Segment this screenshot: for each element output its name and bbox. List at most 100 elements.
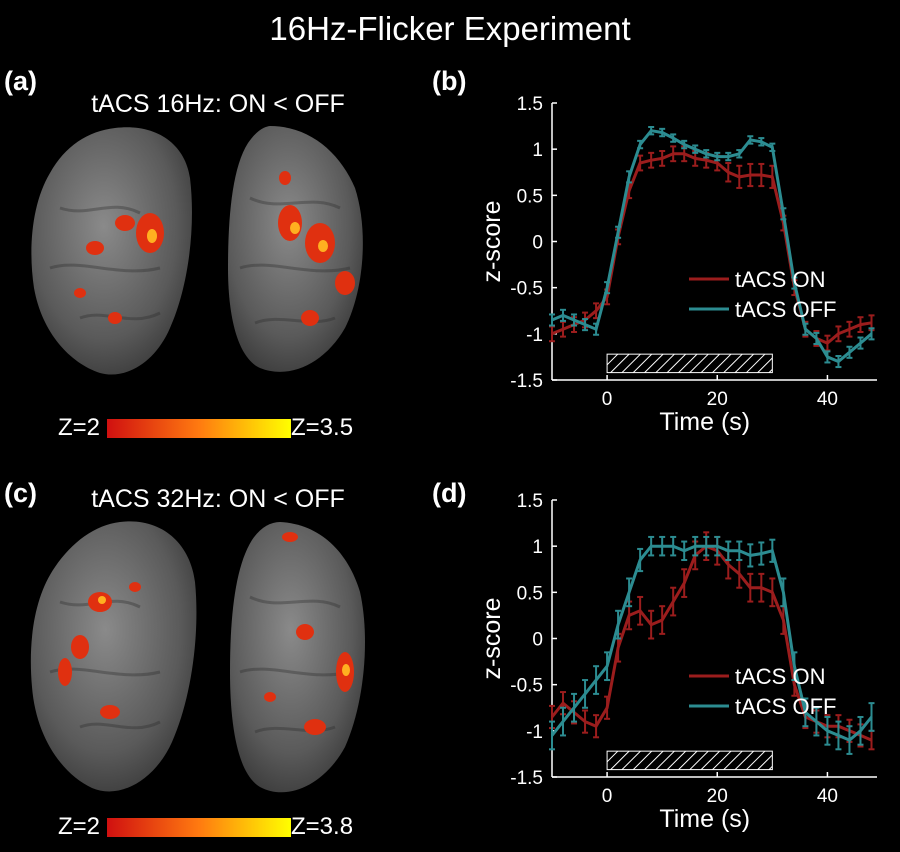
y-tick-label: 1: [532, 140, 543, 161]
stimulus-bar: [606, 750, 773, 771]
error-bar: [703, 535, 710, 557]
x-tick-label: 0: [602, 389, 613, 410]
error-bar: [659, 150, 666, 167]
colorbar-c: [107, 818, 291, 837]
x-tick-label: 20: [707, 389, 728, 410]
error-bar: [670, 145, 677, 163]
error-bar: [692, 535, 699, 557]
y-tick-label: -0.5: [510, 676, 543, 697]
series-line-off: [551, 129, 873, 364]
error-bar: [670, 133, 677, 143]
x-axis-label: Time (s): [659, 408, 750, 436]
legend-label: tACS OFF: [735, 694, 836, 719]
line-chart-d: -1.5 -1 -0.5 0 0.5 1 1.5 0 20 40 Time (s) z-score tA…: [478, 491, 877, 833]
error-bar: [626, 577, 633, 608]
error-bar: [615, 225, 622, 239]
legend-label: tACS ON: [735, 267, 825, 292]
error-bar: [769, 577, 776, 608]
error-bar: [725, 151, 732, 162]
y-tick-label: 1.5: [517, 94, 543, 115]
error-bar: [813, 706, 820, 737]
error-bar: [593, 322, 600, 336]
error-bar: [846, 345, 853, 359]
left-hemisphere: [30, 521, 197, 792]
error-bar: [835, 720, 842, 751]
y-tick-label: 0.5: [517, 186, 543, 207]
error-bar: [868, 327, 875, 341]
x-tick-label: 40: [817, 786, 838, 807]
error-bar: [692, 144, 699, 154]
error-bar: [604, 651, 611, 682]
right-hemisphere: [230, 522, 365, 793]
y-tick-label: -1: [526, 325, 543, 346]
error-bar: [802, 697, 809, 728]
error-bar: [725, 162, 732, 183]
stimulus-bar: [606, 353, 773, 374]
error-bar: [769, 142, 776, 153]
colorbar-a: [107, 419, 291, 438]
error-bar: [615, 609, 622, 640]
error-bar: [758, 162, 765, 188]
error-bar: [582, 318, 589, 332]
panel-letter-c: (c): [4, 478, 37, 508]
error-bar: [857, 715, 864, 746]
error-bar: [857, 316, 864, 333]
error-bar: [681, 568, 688, 598]
error-bar: [659, 605, 666, 635]
error-bar: [780, 577, 787, 608]
error-bar: [780, 207, 787, 221]
error-bar: [703, 149, 710, 159]
error-bar: [549, 313, 555, 327]
error-bar: [582, 709, 589, 734]
error-bar: [681, 139, 688, 150]
colorbar-max-label-a: Z=3.5: [291, 414, 354, 441]
error-bar: [758, 137, 765, 147]
error-bar: [868, 702, 875, 732]
x-tick-label: 40: [817, 389, 838, 410]
error-bar: [560, 706, 567, 737]
error-bar: [846, 725, 853, 755]
figure-title: 16Hz-Flicker Experiment: [269, 10, 631, 47]
error-bar: [791, 276, 798, 290]
error-bar: [824, 350, 831, 364]
error-bar: [637, 139, 644, 150]
colorbar-min-label-a: Z=2: [58, 414, 101, 441]
error-bar: [747, 572, 754, 603]
error-bar: [736, 164, 743, 189]
error-bar: [736, 540, 743, 562]
y-tick-label: 1.5: [517, 491, 543, 512]
error-bar: [648, 151, 655, 169]
panel-letter-b: (b): [432, 66, 467, 96]
y-tick-label: -1.5: [510, 768, 543, 789]
x-axis-label: Time (s): [659, 805, 750, 833]
error-bar: [758, 572, 765, 603]
y-tick-label: 0: [532, 233, 543, 254]
error-bar: [560, 308, 567, 322]
series-line-off: [550, 544, 873, 742]
error-bar: [571, 692, 578, 723]
y-tick-label: 0.5: [517, 583, 543, 604]
error-bar: [549, 720, 555, 751]
error-bar: [670, 535, 677, 557]
error-bar: [714, 535, 721, 557]
error-bar: [648, 126, 655, 136]
error-bar: [681, 540, 688, 562]
error-bar: [758, 541, 765, 566]
brain-renderings-a: [31, 126, 363, 375]
error-bar: [725, 540, 732, 562]
error-bar: [802, 322, 809, 336]
error-bar: [714, 151, 721, 162]
error-bar: [593, 665, 600, 695]
error-bar: [835, 354, 842, 369]
error-bar: [593, 714, 600, 739]
y-tick-label: -1: [526, 722, 543, 743]
x-tick-label: 20: [707, 786, 728, 807]
y-axis-label: z-score: [478, 598, 506, 680]
right-hemisphere: [228, 126, 363, 372]
y-tick-label: 0: [532, 630, 543, 651]
error-bar: [637, 154, 644, 172]
error-bar: [648, 535, 655, 557]
error-bar: [791, 651, 798, 682]
error-bar: [747, 162, 754, 188]
error-bar: [582, 679, 589, 709]
